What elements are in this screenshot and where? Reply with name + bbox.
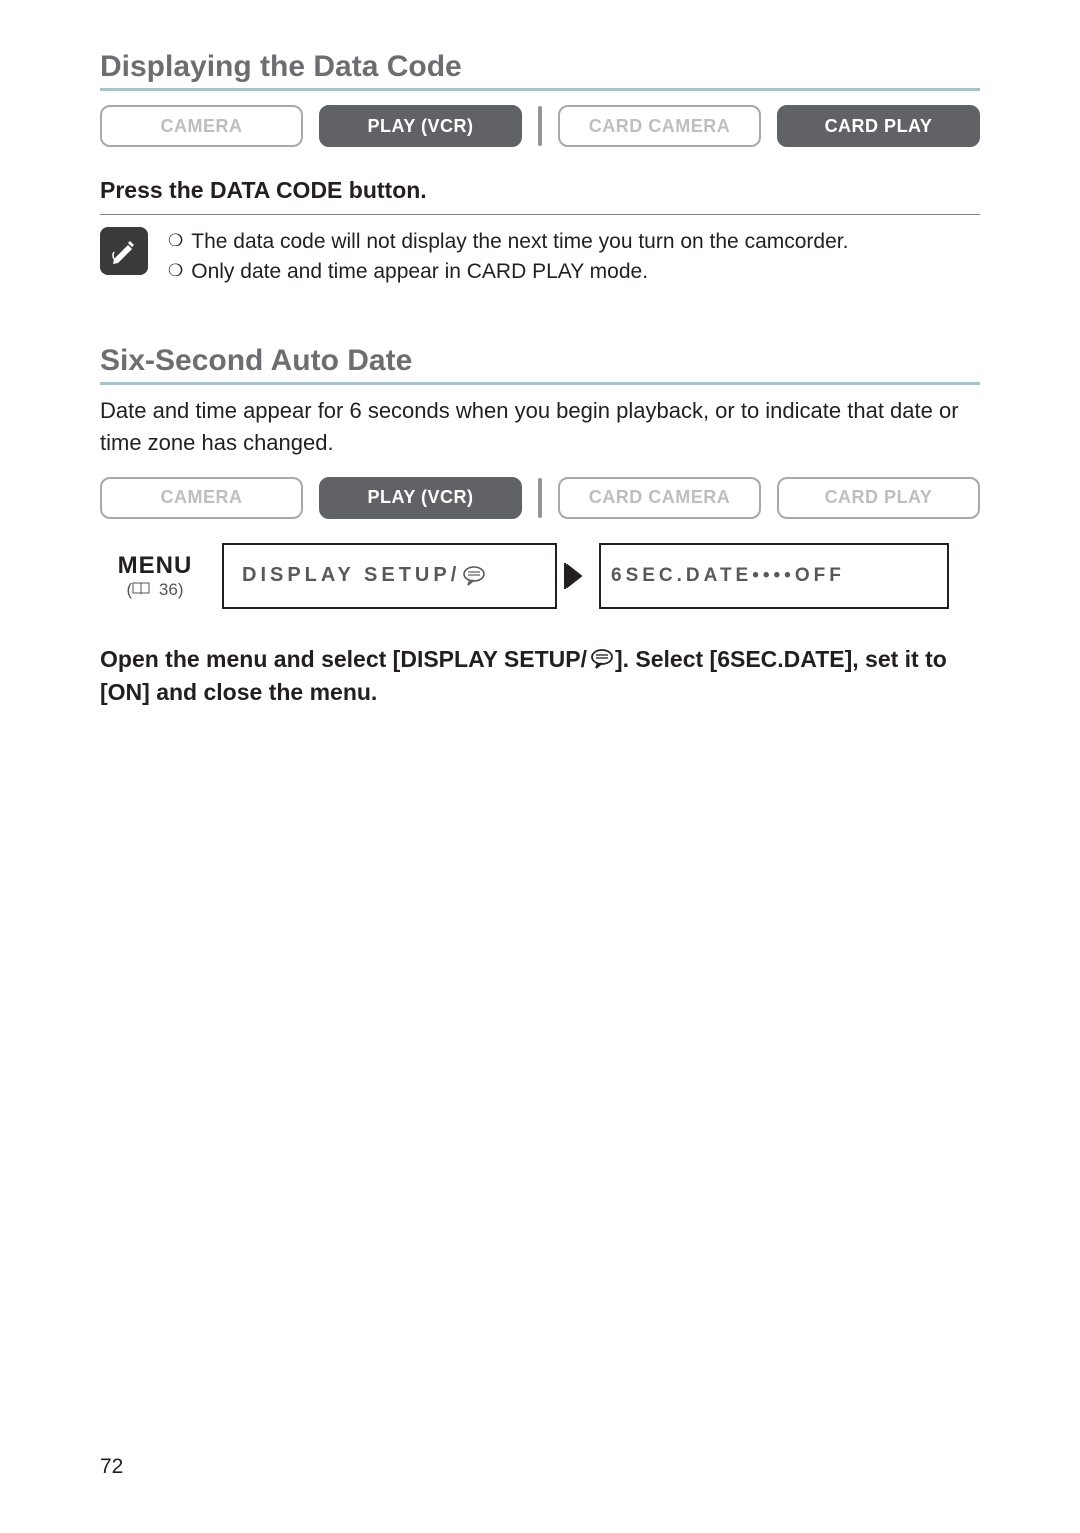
menu-row: MENU ( 36) DISPLAY SETUP/ 6SEC.DATE••••O… — [100, 543, 980, 609]
pencil-note-icon — [108, 235, 140, 267]
section-heading-data-code: Displaying the Data Code — [100, 50, 980, 91]
instruction-press-data-code: Press the DATA CODE button. — [100, 177, 980, 204]
menu-box-left-text: DISPLAY SETUP/ — [242, 564, 460, 587]
section2-body: Date and time appear for 6 seconds when … — [100, 395, 980, 459]
mode-camera: CAMERA — [100, 105, 303, 147]
mode-play-vcr-2: PLAY (VCR) — [319, 477, 522, 519]
mode-separator-2 — [538, 478, 542, 518]
mode-row-2: CAMERA PLAY (VCR) CARD CAMERA CARD PLAY — [100, 477, 980, 519]
menu-label-main: MENU — [100, 552, 210, 580]
mode-separator — [538, 106, 542, 146]
speech-balloon-icon — [462, 566, 486, 586]
bullet-icon: ❍ — [168, 227, 183, 257]
manual-page: Displaying the Data Code CAMERA PLAY (VC… — [0, 0, 1080, 1533]
menu-arrow — [563, 561, 585, 591]
menu-label-ref: ( 36) — [100, 580, 210, 600]
note-line-1: The data code will not display the next … — [191, 227, 848, 257]
mode-card-play: CARD PLAY — [777, 105, 980, 147]
note-icon — [100, 227, 148, 275]
menu-box-right-text: 6SEC.DATE••••OFF — [611, 565, 845, 587]
book-ref-icon — [132, 582, 150, 595]
open-menu-instruction: Open the menu and select [DISPLAY SETUP/… — [100, 643, 980, 710]
note-lines: ❍ The data code will not display the next… — [168, 227, 848, 288]
bullet-icon: ❍ — [168, 257, 183, 287]
bold-para-pre: Open the menu and select [DISPLAY SETUP/ — [100, 646, 587, 672]
mode-card-camera-2: CARD CAMERA — [558, 477, 761, 519]
note-line-2: Only date and time appear in CARD PLAY m… — [191, 257, 648, 287]
mode-row-1: CAMERA PLAY (VCR) CARD CAMERA CARD PLAY — [100, 105, 980, 147]
section-heading-six-second: Six-Second Auto Date — [100, 344, 980, 385]
mode-card-play-2: CARD PLAY — [777, 477, 980, 519]
menu-ref-number: 36 — [159, 580, 178, 599]
menu-box-display-setup: DISPLAY SETUP/ — [222, 543, 557, 609]
mode-camera-2: CAMERA — [100, 477, 303, 519]
arrow-right-icon — [563, 561, 585, 591]
mode-play-vcr: PLAY (VCR) — [319, 105, 522, 147]
menu-box-6sec-date: 6SEC.DATE••••OFF — [599, 543, 949, 609]
note-block: ❍ The data code will not display the next… — [100, 214, 980, 288]
menu-label: MENU ( 36) — [100, 552, 210, 600]
page-number: 72 — [100, 1455, 123, 1479]
mode-card-camera: CARD CAMERA — [558, 105, 761, 147]
speech-balloon-icon-inline — [589, 649, 615, 669]
